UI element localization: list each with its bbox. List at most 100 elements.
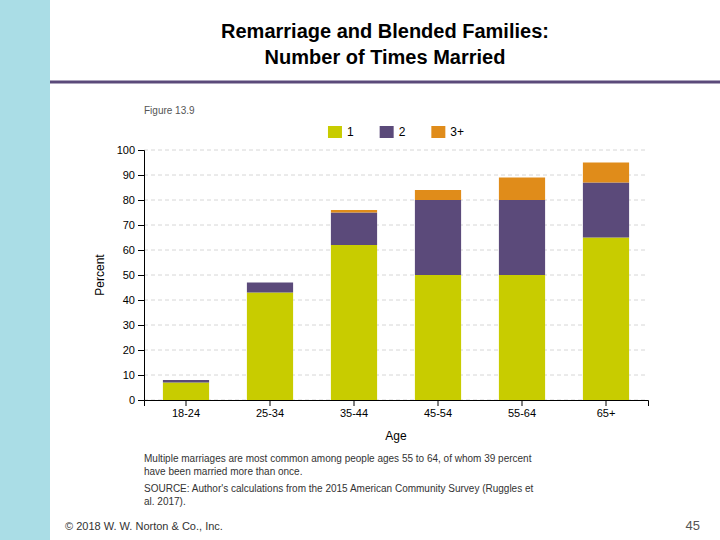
tick-label: 10 xyxy=(123,369,135,381)
legend-item: 2 xyxy=(380,125,406,139)
tick: 100 xyxy=(117,144,144,156)
bar xyxy=(499,178,545,201)
tick: 65+ xyxy=(597,400,616,419)
tick-label: 0 xyxy=(129,394,135,406)
legend: 1 2 3+ xyxy=(328,125,464,139)
tick-mark xyxy=(606,400,607,406)
text-line: have been married more than once. xyxy=(144,466,302,477)
tick-mark xyxy=(138,400,144,401)
tick: 35-44 xyxy=(340,400,368,419)
tick-mark xyxy=(270,400,271,406)
grid-line xyxy=(144,225,648,226)
bar xyxy=(415,200,461,275)
tick: 18-24 xyxy=(172,400,200,419)
y-label: Percent xyxy=(93,254,107,296)
text-line: Figure 13.9 xyxy=(144,105,195,116)
bar xyxy=(415,190,461,200)
tick-mark xyxy=(138,250,144,251)
tick: 45-54 xyxy=(424,400,452,419)
tick-label: 80 xyxy=(123,194,135,206)
tick-mark xyxy=(138,375,144,376)
bar xyxy=(499,200,545,275)
text-line: Multiple marriages are most common among… xyxy=(144,453,532,464)
legend-swatch xyxy=(380,126,394,138)
tick-mark xyxy=(138,300,144,301)
legend-label: 1 xyxy=(347,125,354,139)
tick: 50 xyxy=(123,269,144,281)
tick-mark xyxy=(354,400,355,406)
tick-label: 100 xyxy=(117,144,135,156)
bar xyxy=(331,210,377,213)
tick-label: 45-54 xyxy=(424,407,452,419)
grid-line xyxy=(144,150,648,151)
text-line: al. 2017). xyxy=(144,496,186,507)
tick-mark xyxy=(138,175,144,176)
legend-label: 2 xyxy=(399,125,406,139)
footer: © 2018 W. W. Norton & Co., Inc. xyxy=(65,520,223,532)
bar xyxy=(247,282,293,283)
tick: 0 xyxy=(129,394,144,406)
x-axis: 18-24 25-34 35-44 45-54 55-64 65+ xyxy=(145,400,649,419)
bar xyxy=(583,238,629,401)
grid-line xyxy=(144,250,648,251)
tick-label: 50 xyxy=(123,269,135,281)
tick-mark xyxy=(138,225,144,226)
legend-item: 1 xyxy=(328,125,354,139)
bar xyxy=(331,213,377,246)
chart: Remarriage and Blended Families:Number o… xyxy=(0,0,720,540)
tick: 70 xyxy=(123,219,144,231)
tick-label: 60 xyxy=(123,244,135,256)
tick-mark xyxy=(138,350,144,351)
tick-mark xyxy=(438,400,439,406)
bar xyxy=(331,245,377,400)
x-label: Age xyxy=(385,429,407,443)
grid-line xyxy=(144,375,648,376)
title-rule xyxy=(50,81,720,84)
y-axis: 0102030405060708090100 xyxy=(117,144,145,406)
text-line: 45 xyxy=(686,518,700,533)
tick-label: 70 xyxy=(123,219,135,231)
legend-swatch xyxy=(431,126,445,138)
legend-label: 3+ xyxy=(450,125,464,139)
grid-line xyxy=(144,200,648,201)
legend-swatch xyxy=(328,126,342,138)
bar xyxy=(163,383,209,401)
background-inner xyxy=(50,0,720,540)
bar xyxy=(499,275,545,400)
tick: 25-34 xyxy=(256,400,284,419)
tick-mark xyxy=(522,400,523,406)
grid-line xyxy=(144,325,648,326)
title: Remarriage and Blended Families: xyxy=(221,20,549,42)
tick: 40 xyxy=(123,294,144,306)
axis-line xyxy=(138,151,145,401)
bar xyxy=(247,283,293,293)
bar-series xyxy=(163,183,629,383)
tick-label: 65+ xyxy=(597,407,616,419)
tick-mark xyxy=(138,150,144,151)
background-outer xyxy=(0,0,720,540)
tick-mark xyxy=(186,400,187,406)
tick-label: 55-64 xyxy=(508,407,536,419)
bars xyxy=(163,163,629,401)
tick-mark xyxy=(138,325,144,326)
tick: 80 xyxy=(123,194,144,206)
bar-series xyxy=(331,163,629,213)
tick-label: 40 xyxy=(123,294,135,306)
tick: 20 xyxy=(123,344,144,356)
page-number: 45 xyxy=(686,518,700,533)
tick: 60 xyxy=(123,244,144,256)
bar xyxy=(583,163,629,183)
source: SOURCE: Author's calculations from the 2… xyxy=(144,483,534,507)
grid-line xyxy=(144,175,648,176)
grid-line xyxy=(144,275,648,276)
tick-mark xyxy=(138,200,144,201)
text-line: SOURCE: Author's calculations from the 2… xyxy=(144,483,534,494)
tick-label: 35-44 xyxy=(340,407,368,419)
bar xyxy=(247,293,293,401)
tick: 10 xyxy=(123,369,144,381)
bar xyxy=(415,275,461,400)
figure-label: Figure 13.9 xyxy=(144,105,195,116)
grid-line xyxy=(144,300,648,301)
tick-label: 30 xyxy=(123,319,135,331)
tick-label: 20 xyxy=(123,344,135,356)
